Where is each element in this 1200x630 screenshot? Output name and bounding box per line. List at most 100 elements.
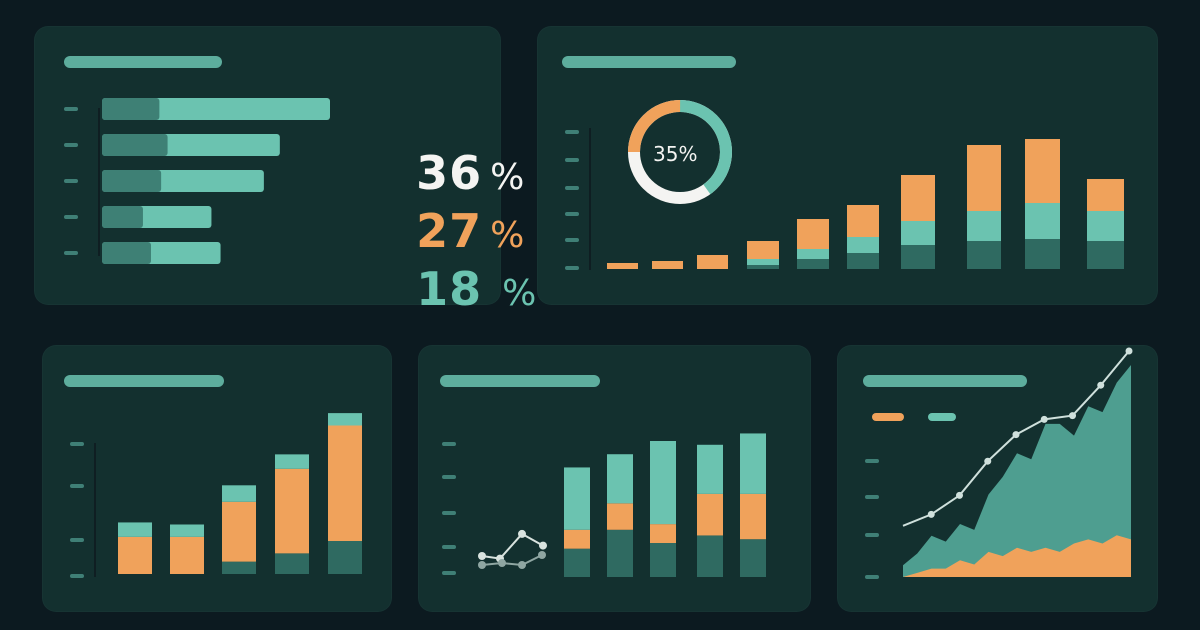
stacked-panel <box>42 345 392 612</box>
y-tick <box>70 574 84 578</box>
trend2-point-1 <box>478 561 486 569</box>
y-tick <box>442 571 456 575</box>
stacked-bar-7-seg-2 <box>901 221 935 245</box>
combo-bar-6-seg-1 <box>650 543 676 577</box>
trend2-point-4 <box>538 551 546 559</box>
stacked-bar-8-seg-1 <box>967 241 1001 269</box>
hbar-segment-5 <box>102 242 151 264</box>
trend-line <box>481 532 544 560</box>
trend2-point-3 <box>518 561 526 569</box>
combo-bar-4-seg-1 <box>564 548 590 577</box>
stacked-bar-9-seg-1 <box>1025 239 1060 269</box>
y-axis <box>589 128 591 270</box>
bar-2-seg-3 <box>170 524 204 537</box>
stacked-bar-1-seg-3 <box>607 263 638 269</box>
kpi-panel: 36% 27% 18% <box>34 26 536 316</box>
y-tick <box>865 459 879 463</box>
area-line-chart <box>902 347 1133 577</box>
bar-3-seg-2 <box>222 501 256 562</box>
panel-title-placeholder <box>562 56 736 68</box>
hbar-segment-3 <box>102 170 162 192</box>
trend-point-4 <box>539 541 547 550</box>
y-tick <box>64 215 78 219</box>
bar-1-seg-3 <box>118 522 152 537</box>
trend-point-7 <box>1069 412 1076 420</box>
y-axis <box>94 443 96 577</box>
stacked-bar-10-seg-2 <box>1087 211 1124 241</box>
y-tick <box>70 484 84 488</box>
y-tick <box>565 158 579 162</box>
bar-4-seg-2 <box>275 468 309 554</box>
donut-segment-orange <box>628 100 732 204</box>
stacked-bar-10-seg-1 <box>1087 241 1124 269</box>
y-tick <box>442 442 456 446</box>
stacked-bar-10-seg-3 <box>1087 179 1124 211</box>
hbar-axis <box>98 108 100 256</box>
horizontal-bar-chart <box>98 98 330 264</box>
hbar-segment-4 <box>102 206 143 228</box>
y-tick <box>442 511 456 515</box>
y-tick <box>64 107 78 111</box>
bar-1-seg-2 <box>118 536 152 574</box>
bar-5-seg-2 <box>328 425 362 541</box>
bar-line-combo-chart <box>478 433 766 577</box>
growth-panel: 35% <box>537 26 1158 305</box>
combo-bar-7-seg-1 <box>697 535 723 577</box>
y-tick <box>64 143 78 147</box>
trend-point-5 <box>1012 431 1020 439</box>
trend2-point-2 <box>498 559 506 567</box>
bar-5-seg-3 <box>328 413 362 426</box>
stacked-bar-8-seg-3 <box>967 145 1001 211</box>
stacked-bar-4-seg-3 <box>747 241 779 259</box>
y-tick <box>64 179 78 183</box>
trend-point-2 <box>927 510 935 518</box>
panel-title-placeholder <box>64 56 222 68</box>
trend-point-8 <box>1097 381 1105 389</box>
stacked-bar-4-seg-1 <box>747 265 779 269</box>
stacked-bar-chart <box>607 100 1124 269</box>
panel-title-placeholder <box>440 375 600 387</box>
stacked-bar-8-seg-2 <box>967 211 1001 241</box>
combo-bar-4-seg-3 <box>564 467 590 530</box>
kpi-unit-3: % <box>502 273 538 314</box>
stacked-bar-7-seg-1 <box>901 245 935 269</box>
combo-bar-5-seg-3 <box>607 454 633 504</box>
trend-point-4 <box>984 457 992 465</box>
stacked-bar-9-seg-2 <box>1025 203 1060 239</box>
panel-title-placeholder <box>64 375 224 387</box>
combo-bar-5-seg-2 <box>607 503 633 530</box>
kpi-unit-1: % <box>490 157 526 198</box>
stacked-bar-6-seg-3 <box>847 205 879 237</box>
kpi-value-2: 27% <box>348 150 525 312</box>
legend-swatch-teal <box>928 413 956 421</box>
y-tick <box>565 212 579 216</box>
y-tick <box>865 533 879 537</box>
bar-3-seg-3 <box>222 485 256 502</box>
combo-bar-4-seg-2 <box>564 529 590 549</box>
kpi-number-2: 27 <box>416 204 483 258</box>
stacked-bar-5-seg-1 <box>797 259 829 269</box>
bar-4-seg-3 <box>275 454 309 469</box>
trend-panel <box>837 345 1158 612</box>
bar-4-seg-1 <box>275 553 309 574</box>
hbar-segment-1 <box>102 98 160 120</box>
legend-swatch-orange <box>872 413 904 421</box>
trend-point-1 <box>478 552 486 560</box>
trend-point-6 <box>1040 415 1048 423</box>
trend-point-3 <box>956 491 963 499</box>
stacked-bar-4-seg-2 <box>747 259 779 265</box>
y-tick <box>865 575 879 579</box>
stacked-bar-5-seg-3 <box>797 219 829 249</box>
combo-bar-6-seg-2 <box>650 524 676 543</box>
y-tick <box>565 238 579 242</box>
bar-2-seg-2 <box>170 536 204 574</box>
stacked-bar-7-seg-3 <box>901 175 935 221</box>
kpi-number-3: 18 <box>416 262 483 316</box>
y-tick <box>565 266 579 270</box>
stacked-bar-3-seg-3 <box>697 255 728 269</box>
stacked-bar-2-seg-3 <box>652 261 683 269</box>
y-tick <box>70 442 84 446</box>
area-orange <box>903 535 1131 577</box>
stacked-bar-5-seg-2 <box>797 249 829 259</box>
y-tick <box>442 475 456 479</box>
